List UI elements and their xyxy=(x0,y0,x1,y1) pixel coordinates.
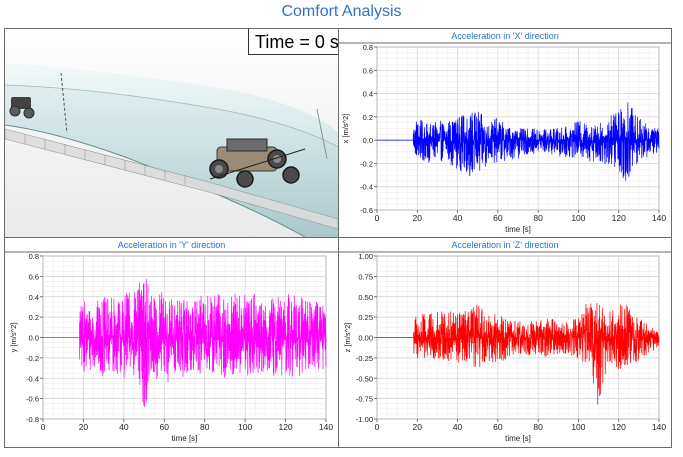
page-title: Comfort Analysis xyxy=(281,3,402,20)
x-tick-label: 0 xyxy=(375,422,380,432)
x-tick-label: 60 xyxy=(493,422,503,432)
x-tick-label: 120 xyxy=(278,422,292,432)
y-tick-label: -0.25 xyxy=(356,354,373,363)
y-axis-label: z [m/s^2] xyxy=(343,323,352,353)
data-series-line xyxy=(377,303,660,405)
y-tick-label: -0.50 xyxy=(356,374,373,383)
chart-title: Acceleration in 'Y' direction xyxy=(118,240,226,250)
x-tick-label: 80 xyxy=(533,422,543,432)
y-tick-label: 0.4 xyxy=(29,293,39,302)
y-tick-label: 0.8 xyxy=(29,252,39,261)
x-tick-label: 80 xyxy=(533,213,543,223)
x-tick-label: 40 xyxy=(119,422,129,432)
data-series-line xyxy=(377,102,660,181)
y-tick-label: 0.0 xyxy=(29,334,39,343)
train-animation-view[interactable] xyxy=(5,29,338,237)
y-tick-label: -0.4 xyxy=(26,374,39,383)
x-tick-label: 120 xyxy=(612,213,626,223)
y-tick-label: -0.75 xyxy=(356,395,373,404)
y-tick-label: 0.25 xyxy=(358,313,373,322)
chart-title: Acceleration in 'Z' direction xyxy=(452,240,559,250)
x-tick-label: 0 xyxy=(41,422,46,432)
y-tick-label: -0.8 xyxy=(26,415,39,424)
y-tick-label: -0.2 xyxy=(26,354,39,363)
y-tick-label: -0.4 xyxy=(360,183,373,192)
y-tick-label: 0.00 xyxy=(358,334,373,343)
chart-title-bar xyxy=(339,29,671,43)
y-tick-label: 0.6 xyxy=(363,66,373,75)
x-tick-label: 20 xyxy=(413,213,423,223)
x-tick-label: 60 xyxy=(493,213,503,223)
x-tick-label: 100 xyxy=(571,213,585,223)
chart-panel-z: Acceleration in 'Z' direction 0 20 40 60 80 10… xyxy=(339,238,671,446)
y-tick-label: -0.6 xyxy=(360,206,373,215)
acceleration-z-chart: Acceleration in 'Z' direction 0 20 40 60 80 10… xyxy=(339,238,671,443)
x-tick-label: 140 xyxy=(652,213,666,223)
y-tick-label: 0.8 xyxy=(363,43,373,52)
y-axis-label: y [m/s^2] xyxy=(9,323,18,353)
chart-title: Acceleration in 'X' direction xyxy=(451,31,559,41)
x-tick-label: 140 xyxy=(319,422,333,432)
x-tick-label: 80 xyxy=(200,422,210,432)
time-readout: Time = 0 s xyxy=(248,29,338,55)
x-axis-label: time [s] xyxy=(505,434,531,443)
x-tick-label: 100 xyxy=(571,422,585,432)
x-axis-label: time [s] xyxy=(172,434,198,443)
train-3d-model xyxy=(5,29,338,237)
x-tick-label: 40 xyxy=(453,422,463,432)
x-tick-label: 40 xyxy=(453,213,463,223)
acceleration-x-chart: Acceleration in 'X' direction 0 20 40 60 80 10… xyxy=(339,29,671,234)
x-tick-label: 120 xyxy=(612,422,626,432)
y-tick-label: 1.00 xyxy=(358,252,373,261)
chart-title-bar xyxy=(339,238,671,252)
y-tick-label: -0.2 xyxy=(360,159,373,168)
y-tick-label: -0.6 xyxy=(26,395,39,404)
y-tick-label: 0.50 xyxy=(358,293,373,302)
y-tick-label: 0.2 xyxy=(29,313,39,322)
x-tick-label: 140 xyxy=(652,422,666,432)
y-tick-label: 0.2 xyxy=(363,113,373,122)
data-series-line xyxy=(43,278,327,407)
bogie-front xyxy=(209,138,306,188)
x-tick-label: 100 xyxy=(238,422,252,432)
chart-panel-y: Acceleration in 'Y' direction 0 20 40 60 80 10… xyxy=(5,238,338,446)
y-tick-label: 0.75 xyxy=(358,272,373,281)
y-tick-label: 0.4 xyxy=(363,90,373,99)
x-tick-label: 20 xyxy=(79,422,89,432)
horizontal-divider xyxy=(4,237,671,238)
chart-title-bar xyxy=(5,238,338,252)
bogie-rear xyxy=(9,97,35,119)
y-tick-label: -1.00 xyxy=(356,415,373,424)
x-tick-label: 20 xyxy=(413,422,423,432)
chart-panel-x: Acceleration in 'X' direction 0 20 40 60 80 10… xyxy=(339,29,671,237)
y-tick-label: 0.0 xyxy=(363,136,373,145)
y-axis-label: x [m/s^2] xyxy=(341,114,350,144)
acceleration-y-chart: Acceleration in 'Y' direction 0 20 40 60 80 10… xyxy=(5,238,338,443)
x-tick-label: 0 xyxy=(375,213,380,223)
y-tick-label: 0.6 xyxy=(29,272,39,281)
x-axis-label: time [s] xyxy=(505,225,531,234)
x-tick-label: 60 xyxy=(160,422,170,432)
